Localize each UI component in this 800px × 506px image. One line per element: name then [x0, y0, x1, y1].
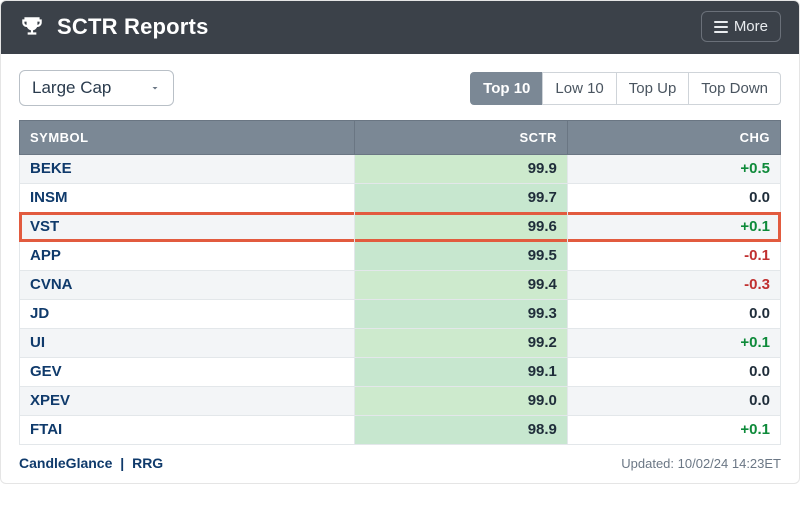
table-row: FTAI98.9+0.1 — [20, 416, 781, 445]
sctr-cell: 99.7 — [354, 184, 567, 213]
cap-select-value: Large Cap — [32, 78, 111, 98]
tab-top-10[interactable]: Top 10 — [470, 72, 543, 105]
sctr-cell: 99.3 — [354, 300, 567, 329]
table-row: VST99.6+0.1 — [20, 213, 781, 242]
view-tabs: Top 10Low 10Top UpTop Down — [470, 72, 781, 105]
chg-cell: 0.0 — [567, 184, 780, 213]
controls-row: Large Cap Top 10Low 10Top UpTop Down — [1, 54, 799, 120]
chg-cell: -0.3 — [567, 271, 780, 300]
chg-cell: 0.0 — [567, 358, 780, 387]
symbol-cell[interactable]: JD — [20, 300, 355, 329]
table-header-row: SYMBOL SCTR CHG — [20, 121, 781, 155]
more-button[interactable]: More — [701, 11, 781, 42]
sctr-cell: 99.0 — [354, 387, 567, 416]
chg-cell: +0.1 — [567, 329, 780, 358]
hamburger-icon — [714, 21, 728, 33]
chg-cell: -0.1 — [567, 242, 780, 271]
sctr-cell: 98.9 — [354, 416, 567, 445]
table-row: INSM99.70.0 — [20, 184, 781, 213]
sctr-cell: 99.6 — [354, 213, 567, 242]
header-left: SCTR Reports — [19, 14, 209, 40]
sctr-cell: 99.1 — [354, 358, 567, 387]
card-footer: CandleGlance | RRG Updated: 10/02/24 14:… — [1, 445, 799, 483]
sctr-table: SYMBOL SCTR CHG BEKE99.9+0.5INSM99.70.0V… — [19, 120, 781, 445]
sctr-cell: 99.4 — [354, 271, 567, 300]
cap-select[interactable]: Large Cap — [19, 70, 174, 106]
symbol-cell[interactable]: VST — [20, 213, 355, 242]
symbol-cell[interactable]: APP — [20, 242, 355, 271]
card-header: SCTR Reports More — [1, 1, 799, 54]
footer-links: CandleGlance | RRG — [19, 455, 163, 471]
table-row: JD99.30.0 — [20, 300, 781, 329]
updated-prefix: Updated: — [621, 456, 677, 471]
tab-low-10[interactable]: Low 10 — [542, 72, 616, 105]
more-button-label: More — [734, 18, 768, 35]
symbol-cell[interactable]: UI — [20, 329, 355, 358]
candleglance-link[interactable]: CandleGlance — [19, 455, 112, 471]
chg-cell: +0.1 — [567, 213, 780, 242]
table-wrap: SYMBOL SCTR CHG BEKE99.9+0.5INSM99.70.0V… — [1, 120, 799, 445]
chg-cell: +0.5 — [567, 155, 780, 184]
chevron-down-icon — [149, 82, 161, 94]
updated-text: Updated: 10/02/24 14:23ET — [621, 456, 781, 471]
symbol-cell[interactable]: INSM — [20, 184, 355, 213]
card-title: SCTR Reports — [57, 14, 209, 40]
tab-top-down[interactable]: Top Down — [688, 72, 781, 105]
table-row: XPEV99.00.0 — [20, 387, 781, 416]
sctr-cell: 99.2 — [354, 329, 567, 358]
symbol-cell[interactable]: XPEV — [20, 387, 355, 416]
footer-link-separator: | — [116, 455, 128, 471]
symbol-cell[interactable]: GEV — [20, 358, 355, 387]
chg-cell: 0.0 — [567, 300, 780, 329]
table-row: CVNA99.4-0.3 — [20, 271, 781, 300]
col-chg[interactable]: CHG — [567, 121, 780, 155]
col-sctr[interactable]: SCTR — [354, 121, 567, 155]
table-row: GEV99.10.0 — [20, 358, 781, 387]
sctr-cell: 99.5 — [354, 242, 567, 271]
sctr-cell: 99.9 — [354, 155, 567, 184]
sctr-reports-card: SCTR Reports More Large Cap Top 10Low 10… — [0, 0, 800, 484]
col-symbol[interactable]: SYMBOL — [20, 121, 355, 155]
table-row: UI99.2+0.1 — [20, 329, 781, 358]
rrg-link[interactable]: RRG — [132, 455, 163, 471]
updated-value: 10/02/24 14:23ET — [678, 456, 781, 471]
symbol-cell[interactable]: FTAI — [20, 416, 355, 445]
tab-top-up[interactable]: Top Up — [616, 72, 690, 105]
trophy-icon — [19, 14, 45, 40]
chg-cell: +0.1 — [567, 416, 780, 445]
symbol-cell[interactable]: CVNA — [20, 271, 355, 300]
chg-cell: 0.0 — [567, 387, 780, 416]
table-row: APP99.5-0.1 — [20, 242, 781, 271]
symbol-cell[interactable]: BEKE — [20, 155, 355, 184]
table-row: BEKE99.9+0.5 — [20, 155, 781, 184]
